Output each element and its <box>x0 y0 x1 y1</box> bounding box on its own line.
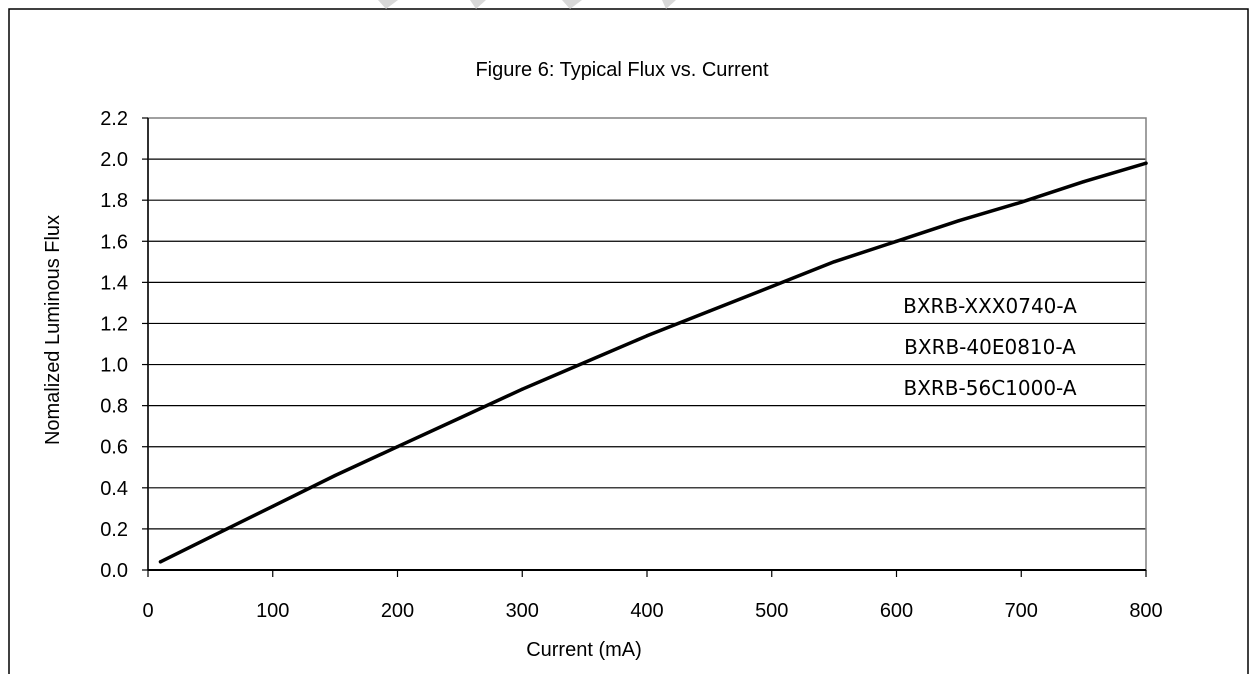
x-axis-ticks: 0 100 200 300 400 500 600 700 800 <box>142 570 1163 622</box>
x-axis-label: Current (mA) <box>526 639 642 661</box>
data-point <box>395 445 400 449</box>
data-point <box>957 219 961 223</box>
x-tick-label: 200 <box>381 600 414 622</box>
data-point <box>1019 200 1023 204</box>
x-tick-label: 800 <box>1129 600 1162 622</box>
data-point <box>832 260 836 264</box>
data-point <box>333 473 337 478</box>
data-point <box>707 309 711 313</box>
y-tick-label: 1.8 <box>100 190 128 212</box>
y-axis-label: Nomalized Luminous Flux <box>42 215 64 445</box>
x-tick-label: 100 <box>256 600 289 622</box>
series-line <box>158 161 1148 564</box>
legend: BXRB-XXX0740-A BXRB-40E0810-A BXRB-56C1000… <box>903 294 1077 400</box>
x-tick-label: 700 <box>1005 600 1038 622</box>
legend-entry: BXRB-56C1000-A <box>903 376 1076 400</box>
data-point <box>1082 180 1086 184</box>
data-point <box>770 284 774 289</box>
data-point <box>158 560 163 564</box>
y-tick-label: 0.4 <box>100 478 128 500</box>
data-point <box>271 504 275 508</box>
watermark-fragments <box>378 0 676 9</box>
data-point <box>208 535 212 539</box>
data-point <box>1144 161 1148 165</box>
y-tick-label: 0.0 <box>100 560 128 582</box>
data-point <box>520 387 524 391</box>
legend-entry: BXRB-40E0810-A <box>904 335 1076 359</box>
chart-title: Figure 6: Typical Flux vs. Current <box>475 59 769 81</box>
y-tick-label: 0.2 <box>100 519 128 541</box>
legend-entry: BXRB-XXX0740-A <box>903 294 1077 318</box>
y-tick-label: 1.2 <box>100 313 128 335</box>
data-point <box>583 360 587 365</box>
chart-border <box>8 8 1249 674</box>
gridlines <box>148 158 1146 530</box>
x-tick-label: 400 <box>630 600 663 622</box>
y-tick-label: 1.0 <box>100 355 128 377</box>
data-point <box>645 334 649 338</box>
y-tick-label: 1.4 <box>100 272 128 294</box>
y-tick-label: 2.0 <box>100 149 128 171</box>
y-axis-ticks: 0.0 0.2 0.4 0.6 0.8 1.0 1.2 1.4 1.6 1.8 2.0 2.2 <box>100 108 148 582</box>
y-tick-label: 0.6 <box>100 437 128 459</box>
x-tick-label: 500 <box>755 600 788 622</box>
y-tick-label: 1.6 <box>100 231 128 253</box>
x-tick-label: 0 <box>142 600 153 622</box>
data-point <box>458 416 462 420</box>
series-layer <box>158 161 1148 564</box>
data-point <box>894 239 899 243</box>
y-tick-label: 0.8 <box>100 396 128 418</box>
x-tick-label: 300 <box>506 600 539 622</box>
x-tick-label: 600 <box>880 600 913 622</box>
y-tick-label: 2.2 <box>100 108 128 130</box>
